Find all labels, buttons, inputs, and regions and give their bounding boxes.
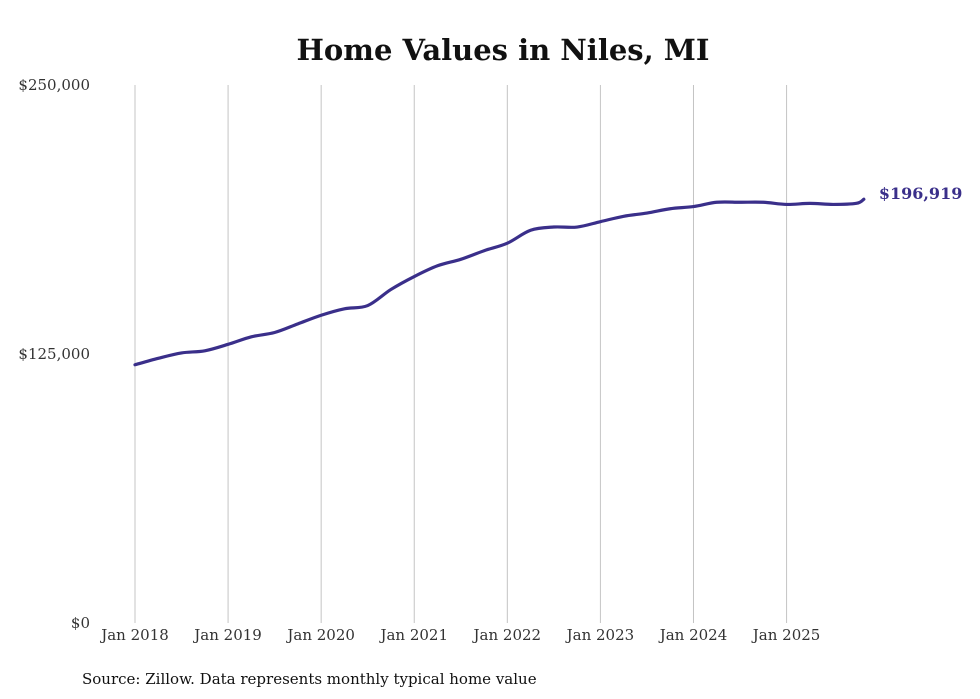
data-point <box>227 343 230 346</box>
x-tick-label: Jan 2025 <box>751 626 821 644</box>
x-tick-label: Jan 2023 <box>565 626 635 644</box>
data-point <box>506 242 509 245</box>
data-point <box>296 322 299 325</box>
x-tick-label: Jan 2018 <box>99 626 169 644</box>
y-tick-label: $0 <box>71 614 90 632</box>
data-point <box>320 314 323 317</box>
data-point <box>645 212 648 215</box>
data-point <box>203 349 206 352</box>
data-point <box>715 201 718 204</box>
x-tick-label: Jan 2021 <box>378 626 448 644</box>
data-point <box>622 215 625 218</box>
data-point <box>552 226 555 229</box>
x-tick-label: Jan 2020 <box>285 626 355 644</box>
gridlines <box>134 85 788 623</box>
series-group: $196,919 <box>133 184 963 367</box>
x-tick-label: Jan 2024 <box>658 626 728 644</box>
data-point <box>692 205 695 208</box>
data-point <box>459 258 462 261</box>
data-point <box>669 207 672 210</box>
data-point <box>808 202 811 205</box>
x-tick-label: Jan 2019 <box>192 626 262 644</box>
data-point <box>529 229 532 232</box>
data-point <box>250 335 253 338</box>
data-point <box>855 202 858 205</box>
data-point <box>180 351 183 354</box>
data-point <box>343 307 346 310</box>
series-line <box>133 197 866 367</box>
end-value-label: $196,919 <box>879 184 963 203</box>
y-tick-label: $250,000 <box>18 76 90 94</box>
x-axis: Jan 2018 Jan 2019 Jan 2020 Jan 2021 Jan 2022… <box>99 626 820 644</box>
data-point <box>762 201 765 204</box>
data-point <box>483 249 486 252</box>
data-point <box>832 203 835 206</box>
x-tick-label: Jan 2022 <box>472 626 542 644</box>
data-point <box>134 363 137 366</box>
y-axis: $0 $125,000 $250,000 <box>18 76 90 632</box>
data-point <box>366 304 369 307</box>
source-note: Source: Zillow. Data represents monthly … <box>82 670 537 688</box>
chart-title: Home Values in Niles, MI <box>297 33 710 67</box>
data-point <box>157 357 160 360</box>
data-point <box>785 203 788 206</box>
data-point <box>273 331 276 334</box>
data-point <box>576 226 579 229</box>
data-point <box>389 288 392 291</box>
data-point <box>739 201 742 204</box>
data-point <box>413 275 416 278</box>
data-point <box>599 220 602 223</box>
data-point <box>436 264 439 267</box>
data-point <box>862 198 865 201</box>
y-tick-label: $125,000 <box>18 345 90 363</box>
